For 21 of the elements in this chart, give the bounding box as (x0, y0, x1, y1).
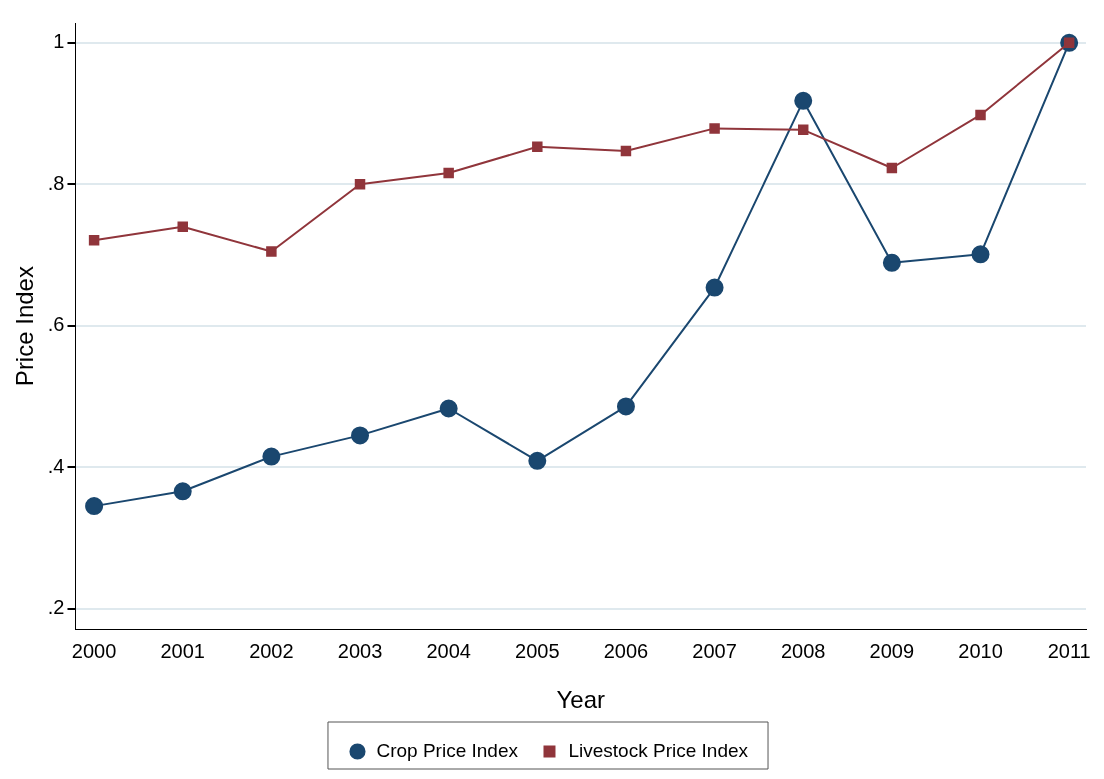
x-tick-label: 2004 (426, 639, 471, 662)
x-tick-label: 2007 (692, 639, 737, 662)
x-tick-label: 2006 (603, 639, 649, 662)
x-tick-label: 2008 (780, 639, 826, 662)
x-axis-title: Year (556, 686, 605, 714)
x-tick-label: 2003 (337, 639, 383, 662)
y-tick-label: 1 (53, 30, 65, 53)
x-tick-label: 2002 (249, 639, 294, 662)
y-tick-label: .4 (47, 454, 65, 477)
legend-label: Crop Price Index (376, 739, 519, 761)
y-tick-label: .2 (47, 596, 65, 619)
x-tick-label: 2009 (869, 639, 915, 662)
x-tick-label: 2000 (71, 639, 117, 662)
legend-label: Livestock Price Index (568, 739, 749, 761)
x-tick-label: 2011 (1047, 639, 1091, 662)
y-axis-title: Price Index (11, 266, 39, 387)
y-tick-label: .6 (47, 313, 65, 336)
x-tick-label: 2005 (515, 639, 560, 662)
y-tick-label: .8 (47, 171, 65, 194)
x-tick-label: 2001 (160, 639, 205, 662)
x-tick-label: 2010 (958, 639, 1003, 662)
